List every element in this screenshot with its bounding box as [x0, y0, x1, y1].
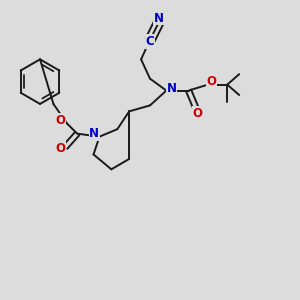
- Text: N: N: [154, 12, 164, 25]
- Text: O: O: [207, 75, 217, 88]
- Text: N: N: [89, 127, 99, 140]
- Text: O: O: [193, 106, 202, 120]
- Text: O: O: [56, 114, 66, 127]
- Text: C: C: [146, 35, 154, 48]
- Text: O: O: [55, 142, 65, 155]
- Text: N: N: [167, 82, 177, 95]
